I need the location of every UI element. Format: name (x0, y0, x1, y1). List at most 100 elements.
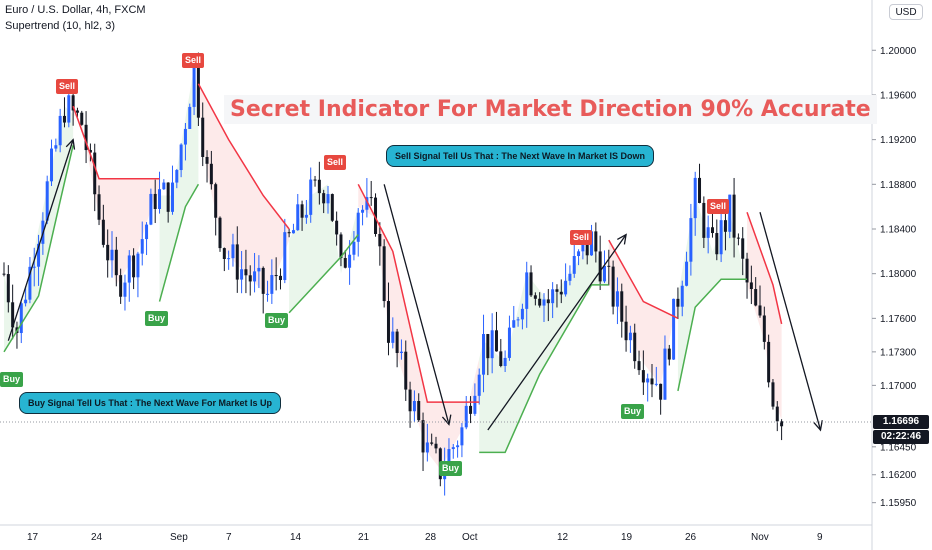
candle-body (624, 321, 628, 341)
candle-body (106, 244, 110, 261)
candle-body (469, 405, 473, 414)
candle-body (291, 230, 295, 234)
candle-body (170, 182, 174, 212)
candle-body (564, 280, 568, 295)
candle-body (529, 272, 533, 296)
x-tick-label: Sep (170, 532, 188, 543)
y-tick-label: 1.15950 (880, 498, 917, 509)
supertrend-up-line (158, 183, 200, 302)
candle-body (741, 238, 745, 259)
supertrend-up-line (3, 145, 74, 353)
candle-body (369, 197, 373, 199)
candle-body (482, 334, 486, 375)
buy-signal-label: Buy (439, 461, 463, 476)
candle-body (676, 298, 680, 307)
candle-body (546, 299, 550, 304)
candle-body (222, 248, 226, 259)
candle-body (261, 267, 265, 294)
candle-body (775, 406, 779, 422)
candle-body (581, 243, 585, 252)
trend-arrow-head (65, 138, 76, 150)
candle-body (6, 274, 10, 303)
candle-body (132, 255, 136, 278)
currency-button[interactable]: USD (889, 4, 923, 20)
candle-body (67, 95, 71, 123)
candle-body (114, 249, 118, 276)
supertrend-up-fill (4, 106, 74, 352)
supertrend-up-fill (159, 67, 199, 302)
candle-body (719, 220, 723, 255)
candle-body (153, 193, 157, 209)
candle-body (771, 382, 775, 407)
sell-signal-label: Sell (56, 79, 79, 94)
candle-body (386, 301, 390, 343)
candle-body (300, 204, 304, 218)
candle-body (71, 95, 75, 111)
candle-body (421, 420, 425, 453)
supertrend-down-line (357, 183, 480, 403)
candle-body (490, 330, 494, 359)
candle-body (270, 275, 274, 294)
supertrend-down-line (197, 83, 290, 230)
candle-body (365, 197, 369, 210)
candle-body (339, 234, 343, 259)
trend-arrow (487, 234, 627, 431)
buy-signal-label: Buy (621, 404, 645, 419)
candle-body (192, 62, 196, 107)
candle-body (736, 237, 740, 239)
buy-signal-label: Buy (0, 372, 24, 387)
candle-body (50, 148, 54, 182)
sell-signal-label: Sell (707, 199, 730, 214)
candle-body (378, 234, 382, 247)
candle-body (758, 305, 762, 316)
candle-body (641, 370, 645, 383)
trend-arrow (383, 184, 450, 425)
candle-body (2, 273, 6, 275)
candle-body (304, 214, 308, 218)
symbol-title: Euro / U.S. Dollar, 4h, FXCM (5, 4, 146, 16)
candle-body (715, 233, 719, 255)
candle-body (723, 220, 727, 232)
candle-body (240, 269, 244, 280)
candle-body (45, 181, 49, 221)
candle-body (248, 275, 252, 282)
candle-body (434, 443, 438, 449)
candle-body (62, 115, 66, 123)
candle-body (309, 179, 313, 215)
candle-body (555, 289, 559, 292)
candle-body (693, 177, 697, 219)
headline-annotation: Secret Indicator For Market Direction 90… (224, 95, 877, 124)
x-tick-label: Oct (462, 532, 478, 543)
candle-body (486, 334, 490, 359)
candle-body (175, 170, 179, 183)
candle-body (266, 293, 270, 295)
candle-body (650, 378, 654, 385)
candle-body (689, 218, 693, 262)
candle-body (97, 194, 101, 220)
candle-body (231, 244, 235, 259)
supertrend-up-line (677, 278, 748, 392)
candle-body (322, 193, 326, 204)
candle-body (274, 275, 278, 277)
candle-body (158, 189, 162, 209)
candle-body (283, 232, 287, 281)
x-tick-label: 17 (27, 532, 39, 543)
candle-body (348, 254, 352, 268)
candle-body (628, 332, 632, 341)
candle-body (598, 251, 602, 282)
candle-body (209, 163, 213, 185)
candle-body (417, 400, 421, 421)
candle-body (395, 331, 399, 353)
candle-body (278, 275, 282, 281)
candle-body (123, 282, 127, 297)
candle-body (183, 128, 187, 145)
candle-body (227, 258, 231, 260)
y-tick-label: 1.19200 (880, 135, 917, 146)
supertrend-down-line (72, 105, 160, 180)
candle-body (257, 267, 261, 272)
y-tick-label: 1.20000 (880, 46, 917, 57)
buy-signal-label: Buy (145, 311, 169, 326)
candle-body (749, 282, 753, 290)
candle-body (374, 197, 378, 235)
